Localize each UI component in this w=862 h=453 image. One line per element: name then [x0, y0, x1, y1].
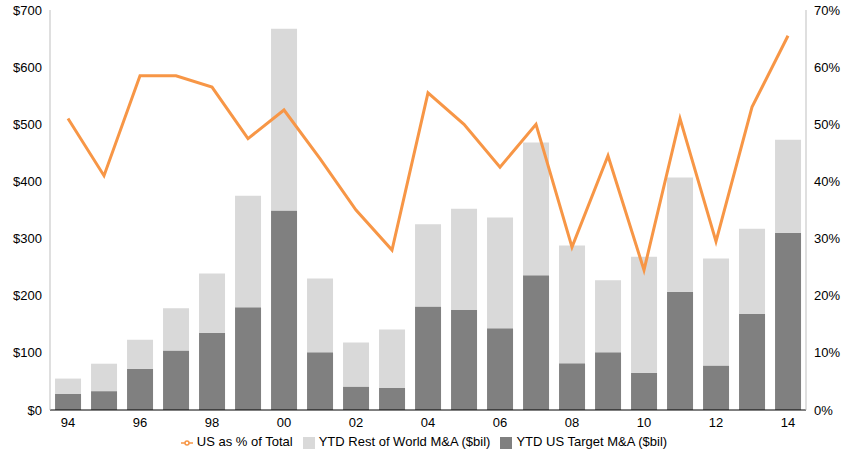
svg-text:94: 94 [61, 415, 75, 430]
svg-text:70%: 70% [814, 3, 840, 18]
svg-text:10%: 10% [814, 345, 840, 360]
svg-text:40%: 40% [814, 174, 840, 189]
svg-text:$0: $0 [28, 403, 42, 418]
html-text:US as % of Total: US as % of Total [196, 434, 293, 449]
svg-text:60%: 60% [814, 60, 840, 75]
svg-text:30%: 30% [814, 231, 840, 246]
svg-text:50%: 50% [814, 117, 840, 132]
svg-text:$600: $600 [13, 60, 42, 75]
svg-text:$700: $700 [13, 3, 42, 18]
svg-text:00: 00 [277, 415, 291, 430]
svg-text:$400: $400 [13, 174, 42, 189]
svg-text:$100: $100 [13, 345, 42, 360]
svg-text:96: 96 [133, 415, 147, 430]
svg-text:$500: $500 [13, 117, 42, 132]
svg-text:02: 02 [349, 415, 363, 430]
svg-text:98: 98 [205, 415, 219, 430]
svg-text:06: 06 [493, 415, 507, 430]
svg-text:$200: $200 [13, 288, 42, 303]
svg-text:12: 12 [709, 415, 723, 430]
svg-text:$300: $300 [13, 231, 42, 246]
svg-text:0%: 0% [814, 403, 833, 418]
svg-text:20%: 20% [814, 288, 840, 303]
svg-text:04: 04 [421, 415, 435, 430]
html-text:YTD Rest of World M&A ($bil): YTD Rest of World M&A ($bil) [318, 434, 491, 449]
svg-text:14: 14 [781, 415, 795, 430]
html-text:YTD US Target M&A ($bil): YTD US Target M&A ($bil) [516, 434, 668, 449]
svg-text:08: 08 [565, 415, 579, 430]
svg-text:10: 10 [637, 415, 651, 430]
